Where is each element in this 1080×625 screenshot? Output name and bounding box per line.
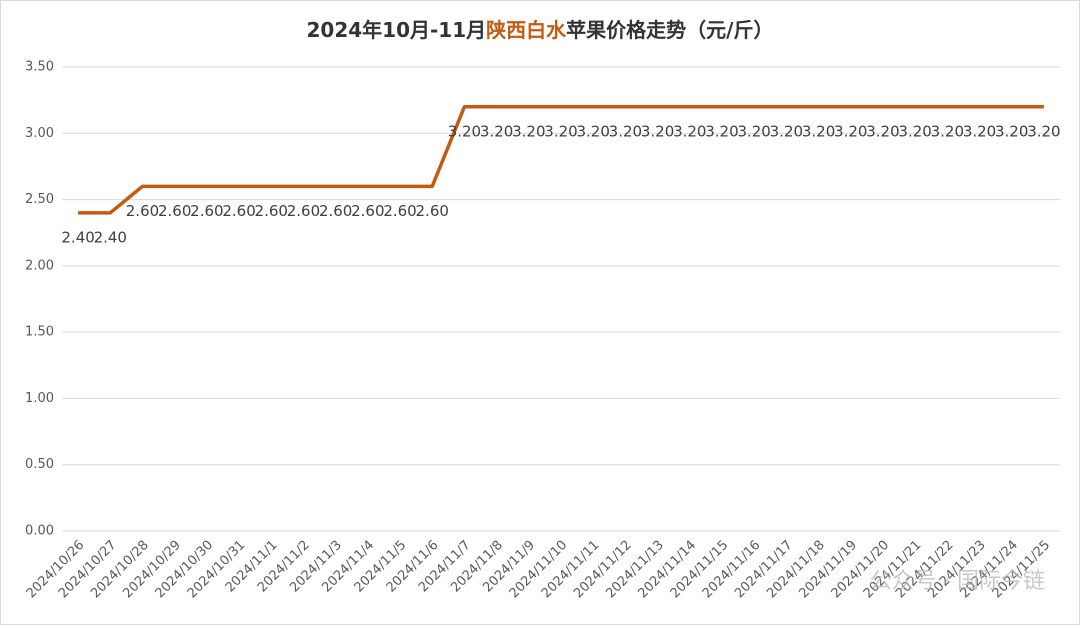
data-label: 2.60 xyxy=(351,202,384,220)
data-label: 3.20 xyxy=(609,122,642,140)
data-label: 3.20 xyxy=(931,122,964,140)
data-label: 3.20 xyxy=(544,122,577,140)
data-label: 2.60 xyxy=(158,202,191,220)
data-label: 3.20 xyxy=(770,122,803,140)
y-tick-label: 2.50 xyxy=(25,192,54,207)
data-label: 2.60 xyxy=(319,202,352,220)
y-tick-label: 1.00 xyxy=(25,391,54,406)
y-tick-label: 3.50 xyxy=(25,60,54,75)
data-label: 3.20 xyxy=(834,122,867,140)
data-label: 3.20 xyxy=(673,122,706,140)
y-tick-label: 1.50 xyxy=(25,325,54,340)
data-label: 3.20 xyxy=(512,122,545,140)
data-label: 2.60 xyxy=(126,202,159,220)
data-label: 3.20 xyxy=(448,122,481,140)
y-tick-label: 0.50 xyxy=(25,457,54,472)
watermark: 公众号 · 国际今链 xyxy=(870,569,1045,594)
data-label: 2.60 xyxy=(190,202,223,220)
data-label: 3.20 xyxy=(576,122,609,140)
title-part: 苹果价格走势（元/斤） xyxy=(566,18,773,42)
y-tick-label: 3.00 xyxy=(25,126,54,141)
data-label: 3.20 xyxy=(480,122,513,140)
data-label: 3.20 xyxy=(641,122,674,140)
chart-title: 2024年10月-11月陕西白水苹果价格走势（元/斤） xyxy=(307,18,774,42)
data-label: 2.60 xyxy=(222,202,255,220)
data-label: 3.20 xyxy=(898,122,931,140)
data-label: 3.20 xyxy=(705,122,738,140)
data-label: 2.40 xyxy=(94,228,127,246)
data-label: 3.20 xyxy=(737,122,770,140)
title-highlight: 陕西白水 xyxy=(486,18,567,42)
line xyxy=(78,105,1044,215)
data-label: 2.60 xyxy=(287,202,320,220)
data-label: 3.20 xyxy=(995,122,1028,140)
data-label: 3.20 xyxy=(963,122,996,140)
data-label: 2.60 xyxy=(255,202,288,220)
y-tick-label: 2.00 xyxy=(25,258,54,273)
title-part: 2024年10月-11月 xyxy=(307,18,487,42)
data-label: 2.60 xyxy=(416,202,449,220)
data-label: 3.20 xyxy=(1027,122,1060,140)
data-label: 2.60 xyxy=(383,202,416,220)
data-label: 3.20 xyxy=(802,122,835,140)
data-label: 2.40 xyxy=(61,228,94,246)
data-label: 3.20 xyxy=(866,122,899,140)
y-tick-label: 0.00 xyxy=(25,524,54,539)
